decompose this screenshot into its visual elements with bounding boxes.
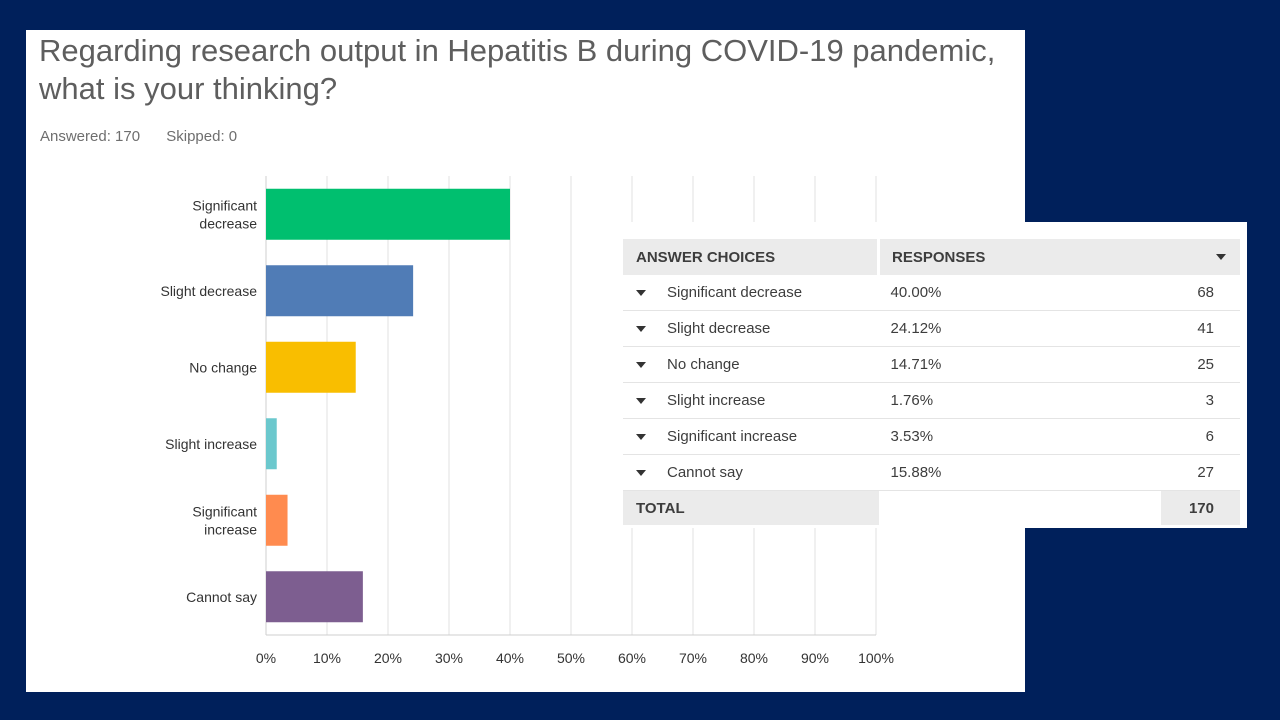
header-responses-label: RESPONSES: [892, 248, 986, 266]
category-label: No change: [189, 359, 257, 375]
answered-count: Answered: 170: [40, 128, 141, 145]
sort-dropdown-icon[interactable]: [1216, 254, 1226, 260]
question-title: Regarding research output in Hepatitis B…: [39, 33, 996, 106]
total-value: 170: [1160, 490, 1240, 525]
answer-choice-cell[interactable]: Slight increase: [623, 383, 879, 419]
answer-choice-cell[interactable]: Significant decrease: [623, 275, 879, 311]
response-count: 41: [1197, 320, 1214, 337]
expand-caret-icon[interactable]: [636, 290, 646, 297]
category-label: decrease: [199, 215, 257, 231]
expand-caret-icon[interactable]: [636, 326, 646, 333]
answer-choice-cell[interactable]: Slight decrease: [623, 311, 879, 347]
bar[interactable]: [266, 341, 356, 393]
bar[interactable]: [266, 188, 510, 240]
answer-choice-cell[interactable]: Cannot say: [623, 455, 879, 491]
answer-choice-cell[interactable]: No change: [623, 347, 879, 383]
expand-caret-icon[interactable]: [636, 398, 646, 405]
answer-choice-cell[interactable]: Significant increase: [623, 419, 879, 455]
response-percent: 40.00%: [890, 284, 942, 301]
expand-caret-icon[interactable]: [636, 362, 646, 369]
x-tick-label: 60%: [618, 650, 646, 666]
response-count: 6: [1205, 428, 1214, 445]
expand-caret-icon[interactable]: [636, 434, 646, 441]
response-stats: Answered: 170 Skipped: 0: [40, 128, 259, 145]
table-row: Cannot say 15.88% 27: [623, 455, 1240, 491]
table-row: Slight increase 1.76% 3: [623, 383, 1240, 419]
x-tick-label: 90%: [801, 650, 829, 666]
category-label: Slight decrease: [160, 283, 257, 299]
response-percent: 15.88%: [890, 464, 942, 481]
responses-table-card: ANSWER CHOICES RESPONSES Significant dec…: [605, 222, 1247, 528]
category-label: increase: [204, 521, 257, 537]
category-label: Significant: [192, 197, 257, 213]
answer-choice-label: Cannot say: [667, 464, 743, 481]
x-tick-label: 10%: [313, 650, 341, 666]
total-row: TOTAL 170: [623, 490, 1240, 525]
bar[interactable]: [266, 418, 277, 470]
response-percent: 14.71%: [890, 356, 942, 373]
answer-choice-label: Significant decrease: [667, 284, 803, 301]
header-answer-choices: ANSWER CHOICES: [623, 239, 879, 275]
response-count: 68: [1197, 284, 1214, 301]
header-responses[interactable]: RESPONSES: [877, 239, 1240, 275]
bar[interactable]: [266, 494, 288, 546]
x-tick-label: 70%: [679, 650, 707, 666]
category-label: Slight increase: [165, 436, 257, 452]
x-tick-label: 80%: [740, 650, 768, 666]
x-tick-label: 40%: [496, 650, 524, 666]
table-row: Significant increase 3.53% 6: [623, 419, 1240, 455]
x-tick-label: 50%: [557, 650, 585, 666]
x-tick-label: 100%: [858, 650, 894, 666]
x-tick-label: 20%: [374, 650, 402, 666]
bar[interactable]: [266, 571, 363, 623]
bar[interactable]: [266, 265, 414, 317]
table-row: Significant decrease 40.00% 68: [623, 275, 1240, 311]
responses-table: ANSWER CHOICES RESPONSES Significant dec…: [623, 239, 1240, 525]
table-header-row: ANSWER CHOICES RESPONSES: [623, 239, 1240, 275]
response-percent: 1.76%: [890, 392, 934, 409]
x-tick-label: 0%: [256, 650, 276, 666]
response-count: 27: [1197, 464, 1214, 481]
response-count: 25: [1197, 356, 1214, 373]
total-spacer: [878, 490, 1161, 525]
answer-choice-label: No change: [667, 356, 740, 373]
total-label: TOTAL: [623, 490, 879, 525]
expand-caret-icon[interactable]: [636, 470, 646, 477]
category-label: Cannot say: [186, 589, 257, 605]
response-percent: 3.53%: [890, 428, 934, 445]
skipped-count: Skipped: 0: [166, 128, 238, 145]
response-count: 3: [1205, 392, 1214, 409]
bar-chart: 0% 10% 20% 30% 40% 50% 60% 70% 80% 90% 100% Signifi…: [160, 176, 894, 666]
table-row: Slight decrease 24.12% 41: [623, 311, 1240, 347]
answer-choice-label: Significant increase: [667, 428, 798, 445]
answer-choice-label: Slight decrease: [667, 320, 771, 337]
category-label: Significant: [192, 503, 257, 519]
table-row: No change 14.71% 25: [623, 347, 1240, 383]
answer-choice-label: Slight increase: [667, 392, 766, 409]
response-percent: 24.12%: [890, 320, 942, 337]
x-tick-label: 30%: [435, 650, 463, 666]
